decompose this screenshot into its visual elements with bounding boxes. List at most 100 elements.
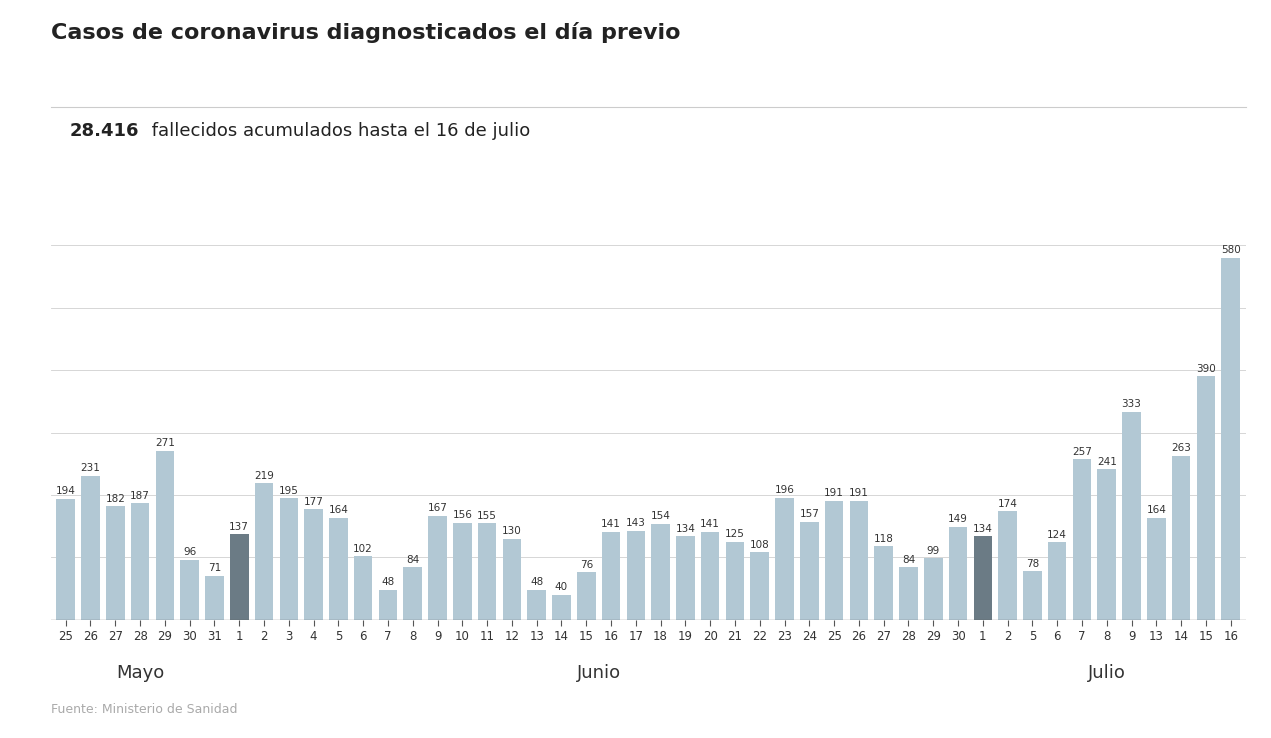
Text: 78: 78 (1026, 559, 1038, 569)
Text: 182: 182 (105, 494, 126, 504)
Bar (974, 537, 993, 620)
Bar (775, 497, 794, 620)
Text: 191: 191 (849, 488, 869, 498)
Bar (1172, 455, 1191, 620)
Bar (230, 534, 249, 620)
Bar (254, 483, 273, 620)
Bar (750, 553, 769, 620)
Text: 141: 141 (700, 520, 721, 529)
Text: 130: 130 (502, 526, 522, 537)
Text: fallecidos acumulados hasta el 16 de julio: fallecidos acumulados hasta el 16 de jul… (146, 122, 530, 139)
Bar (577, 573, 596, 620)
Text: Mayo: Mayo (116, 663, 164, 682)
Text: 154: 154 (651, 511, 671, 521)
Bar (1122, 412, 1141, 620)
Text: 124: 124 (1047, 530, 1068, 540)
Bar (131, 503, 150, 620)
Bar (726, 542, 745, 620)
Bar (1023, 571, 1042, 620)
Text: 231: 231 (80, 463, 100, 473)
Text: 191: 191 (824, 488, 844, 498)
Text: 164: 164 (1146, 505, 1167, 515)
Bar (105, 506, 125, 620)
Text: Junio: Junio (577, 663, 620, 682)
Bar (601, 532, 620, 620)
Text: 263: 263 (1171, 444, 1191, 453)
Bar (478, 523, 497, 620)
Bar (998, 511, 1017, 620)
Text: 194: 194 (56, 486, 76, 496)
Text: 134: 134 (972, 524, 993, 534)
Text: 174: 174 (998, 499, 1018, 508)
Text: 390: 390 (1196, 364, 1216, 374)
Bar (502, 539, 521, 620)
Text: 333: 333 (1121, 399, 1141, 410)
Bar (1196, 376, 1215, 620)
Text: 102: 102 (353, 544, 372, 554)
Bar (651, 524, 670, 620)
Bar (948, 527, 967, 620)
Text: 241: 241 (1097, 457, 1117, 467)
Bar (353, 556, 372, 620)
Text: 177: 177 (304, 497, 324, 507)
Text: 271: 271 (155, 438, 175, 448)
Text: 48: 48 (381, 577, 394, 587)
Text: 155: 155 (477, 511, 497, 520)
Bar (205, 576, 224, 620)
Text: 84: 84 (902, 555, 915, 565)
Bar (849, 500, 868, 620)
Bar (627, 531, 646, 620)
Text: 84: 84 (407, 555, 419, 565)
Text: Julio: Julio (1088, 663, 1126, 682)
Text: 40: 40 (555, 582, 568, 593)
Text: 196: 196 (774, 485, 794, 495)
Bar (527, 590, 547, 620)
Text: 257: 257 (1071, 447, 1092, 457)
Text: 48: 48 (530, 577, 543, 587)
Text: 219: 219 (254, 471, 275, 480)
Text: Casos de coronavirus diagnosticados el día previo: Casos de coronavirus diagnosticados el d… (51, 22, 680, 43)
Bar (304, 509, 323, 620)
Bar (1146, 517, 1166, 620)
Bar (899, 568, 918, 620)
Bar (1047, 542, 1066, 620)
Text: 118: 118 (873, 534, 894, 544)
Text: 76: 76 (580, 560, 592, 570)
Bar (874, 546, 894, 620)
Bar (280, 498, 299, 620)
Text: 125: 125 (724, 529, 745, 539)
Bar (552, 595, 571, 620)
Bar (924, 558, 943, 620)
Text: 164: 164 (328, 505, 348, 515)
Bar (452, 523, 472, 620)
Bar (825, 500, 844, 620)
Text: 28.416: 28.416 (70, 122, 140, 139)
Text: 134: 134 (675, 524, 695, 534)
Bar (1221, 258, 1240, 620)
Bar (155, 451, 174, 620)
Text: 167: 167 (427, 503, 447, 513)
Text: Fuente: Ministerio de Sanidad: Fuente: Ministerio de Sanidad (51, 703, 238, 716)
Text: 143: 143 (625, 518, 646, 528)
Text: 149: 149 (948, 514, 969, 525)
Text: 141: 141 (601, 520, 622, 529)
Text: 157: 157 (799, 509, 820, 520)
Text: 96: 96 (183, 548, 196, 557)
Bar (1097, 469, 1116, 620)
Bar (676, 537, 695, 620)
Bar (180, 560, 200, 620)
Bar (56, 499, 75, 620)
Text: 108: 108 (750, 540, 770, 550)
Bar (428, 516, 447, 620)
Bar (81, 476, 100, 620)
Bar (329, 517, 348, 620)
Bar (1073, 460, 1092, 620)
Text: 195: 195 (278, 486, 299, 496)
Text: 156: 156 (452, 510, 473, 520)
Bar (700, 532, 719, 620)
Bar (799, 522, 819, 620)
Text: 187: 187 (130, 491, 150, 500)
Bar (403, 568, 422, 620)
Text: 71: 71 (208, 563, 221, 573)
Text: 99: 99 (927, 545, 939, 556)
